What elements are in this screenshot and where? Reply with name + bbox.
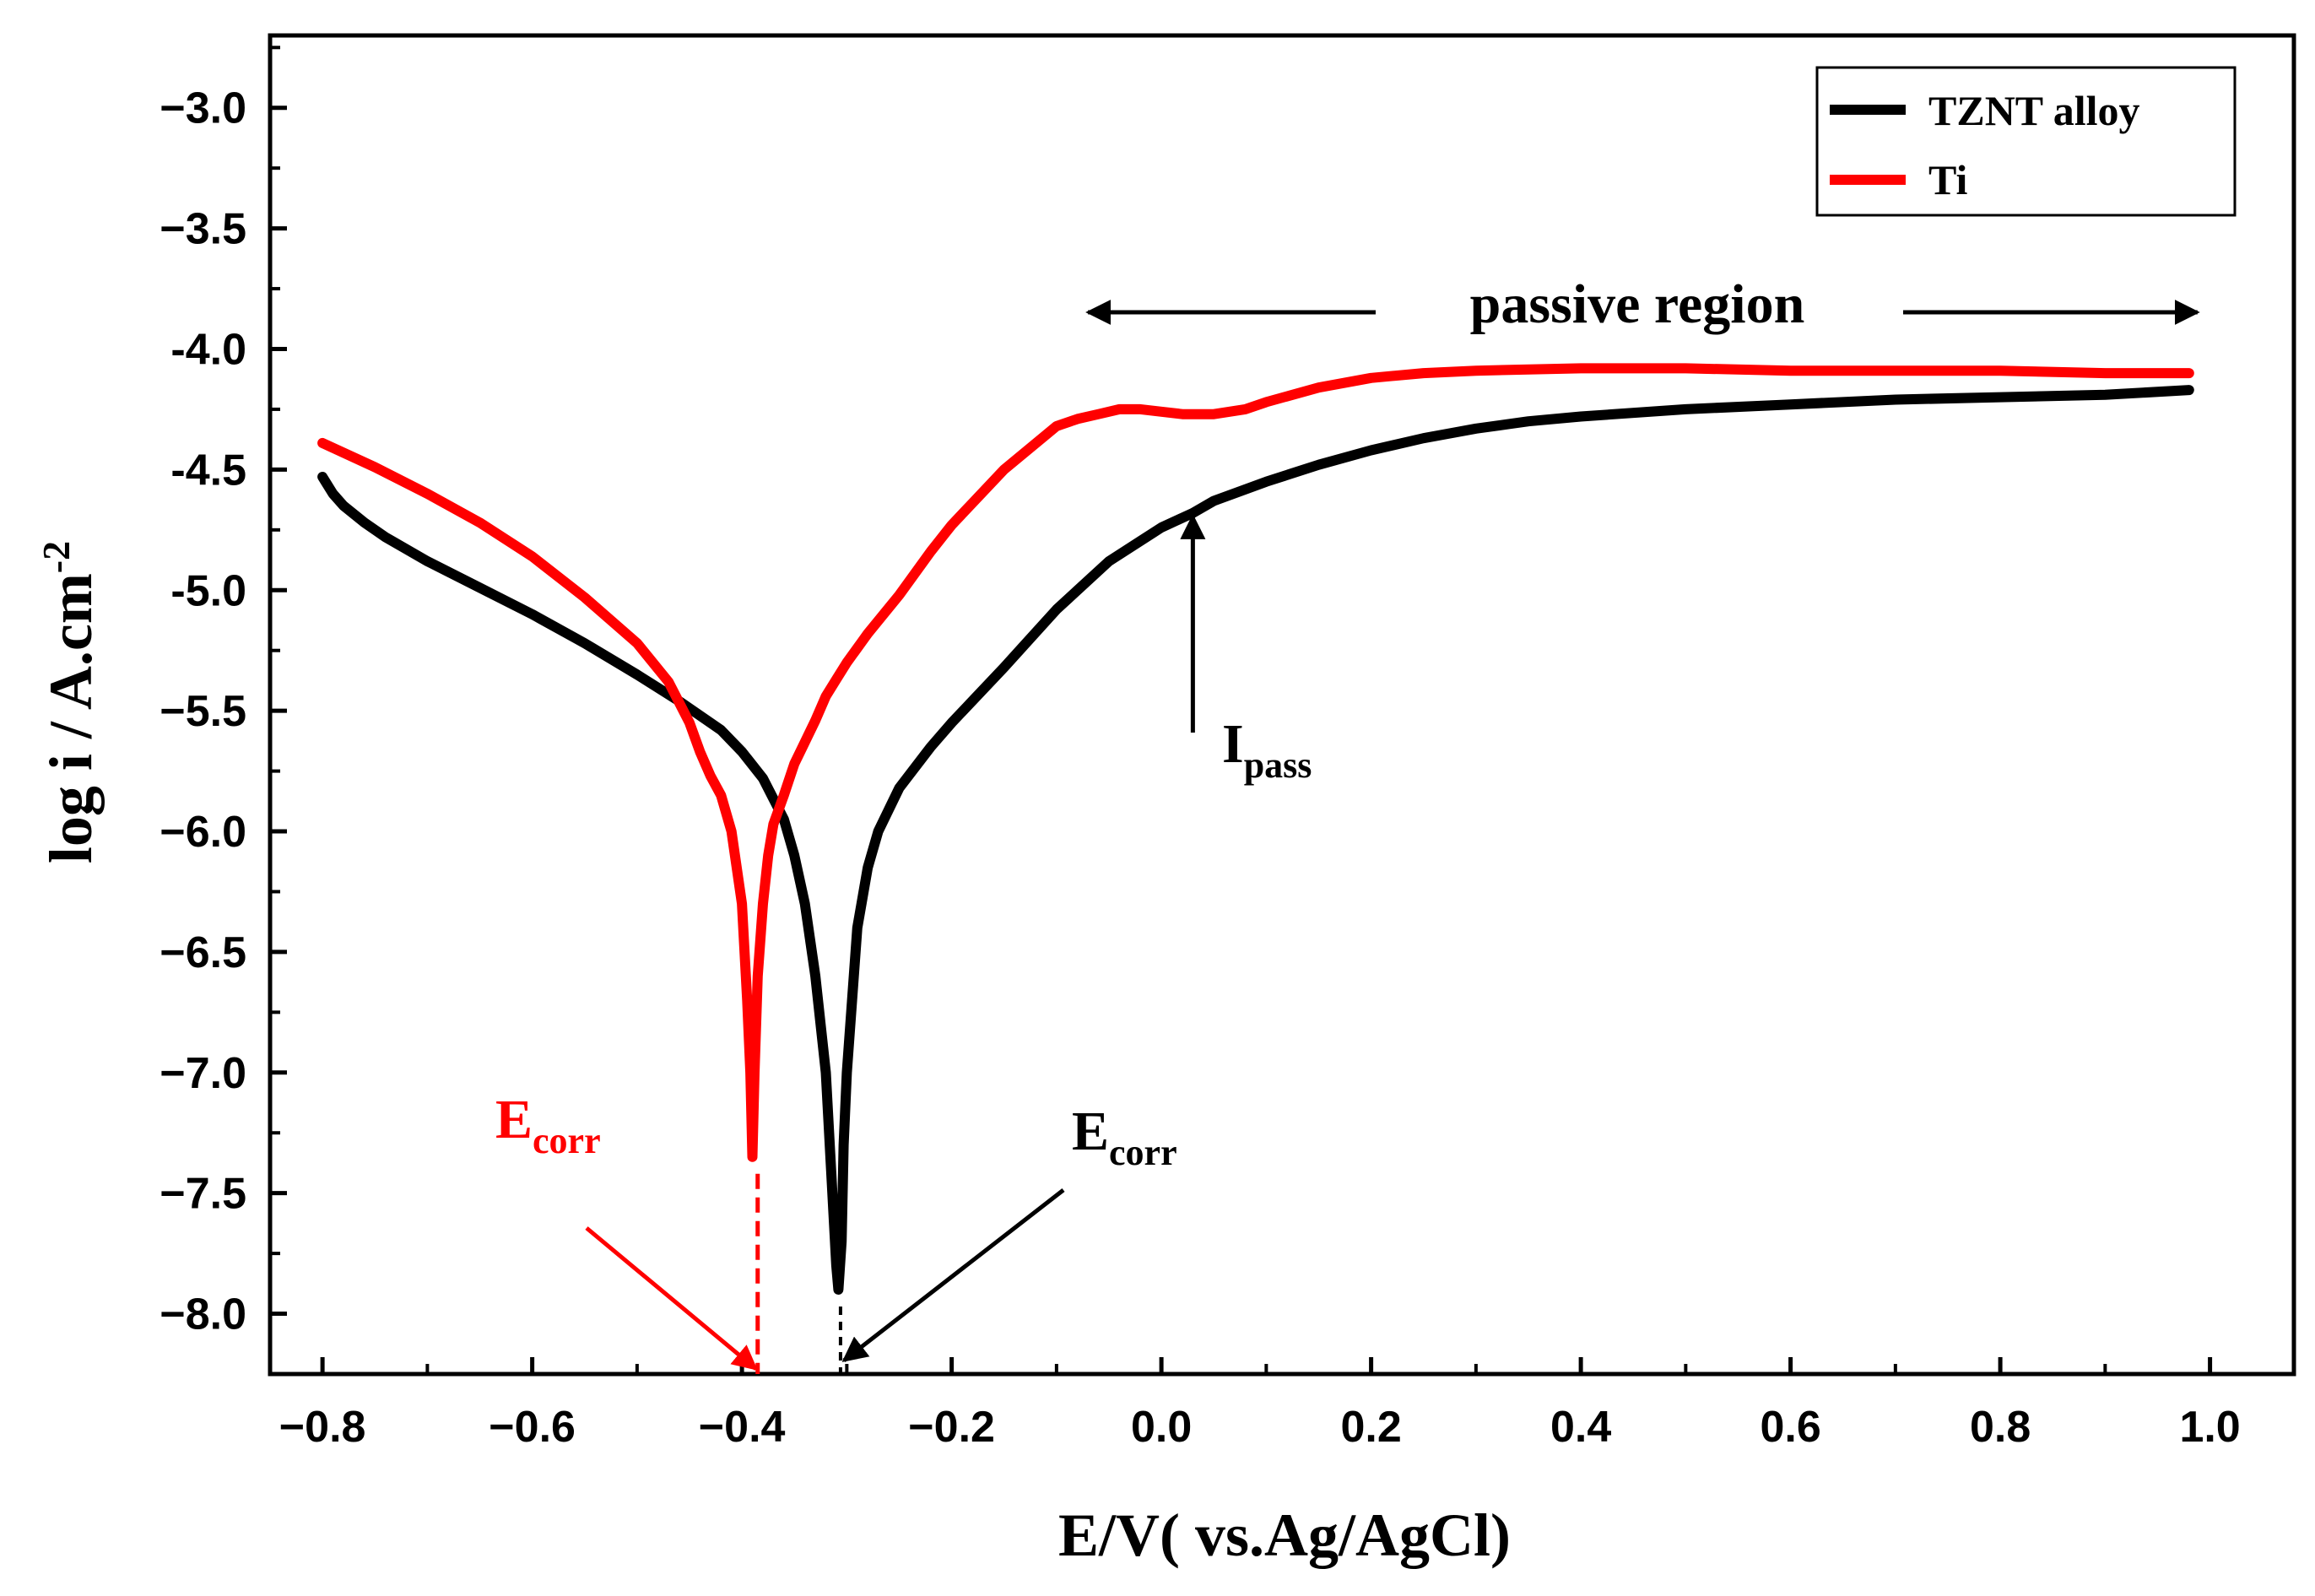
y-tick-label: −6.0 — [160, 808, 246, 857]
y-tick-label: −7.0 — [160, 1049, 246, 1098]
x-tick-label: 0.8 — [1970, 1403, 2031, 1452]
ipass-label: Ipass — [1222, 713, 1312, 786]
y-tick-label: −7.5 — [160, 1170, 246, 1219]
y-tick-label: −6.5 — [160, 928, 246, 977]
series-line-ti — [317, 363, 2194, 1162]
x-tick-label: −0.8 — [279, 1403, 366, 1452]
x-tick-label: 1.0 — [2179, 1403, 2240, 1452]
ecorr-ti-sub: corr — [533, 1120, 601, 1161]
ecorr-ti-arrow — [585, 1226, 759, 1371]
y-tick-label: −5.5 — [160, 687, 246, 736]
y-axis-label-sup: -2 — [35, 541, 78, 573]
y-tick-label: -4.0 — [170, 325, 246, 374]
series-line-tznt — [317, 385, 2194, 1295]
y-tick-label: −3.0 — [160, 84, 246, 133]
y-axis-label: log i / A.cm-2 — [35, 541, 105, 863]
legend: TZNT alloy Ti — [1815, 66, 2237, 217]
ecorr-tznt-main: E — [1072, 1101, 1109, 1162]
x-axis-label: E/V( vs.Ag/AgCl) — [1058, 1501, 1511, 1569]
passive-region-label: passive region — [1470, 273, 1805, 335]
ipass-sub: pass — [1244, 744, 1312, 786]
ecorr-tznt-arrow — [841, 1188, 1065, 1362]
legend-label-ti: Ti — [1928, 156, 1967, 203]
ecorr-tznt-sub: corr — [1109, 1132, 1177, 1173]
y-axis-label-main: log i / A.cm — [37, 573, 105, 863]
ecorr-ti-label: Ecorr — [495, 1089, 601, 1161]
ipass-main: I — [1222, 713, 1244, 775]
x-tick-label: 0.2 — [1340, 1403, 1401, 1452]
x-tick-label: 0.6 — [1760, 1403, 1820, 1452]
ecorr-tznt-label: Ecorr — [1072, 1101, 1177, 1173]
x-tick-label: −0.4 — [699, 1403, 786, 1452]
plot-frame — [268, 33, 2296, 1377]
y-tick-label: −8.0 — [160, 1290, 246, 1339]
x-tick-label: 0.0 — [1131, 1403, 1192, 1452]
y-tick-label: -5.0 — [170, 566, 246, 615]
legend-label-tznt: TZNT alloy — [1928, 87, 2140, 134]
x-tick-label: −0.2 — [908, 1403, 995, 1452]
y-tick-label: -4.5 — [170, 446, 246, 495]
x-tick-label: −0.6 — [489, 1403, 576, 1452]
x-tick-label: 0.4 — [1550, 1403, 1611, 1452]
y-tick-label: −3.5 — [160, 205, 246, 254]
ecorr-ti-main: E — [495, 1089, 533, 1150]
legend-box — [1815, 66, 2237, 217]
